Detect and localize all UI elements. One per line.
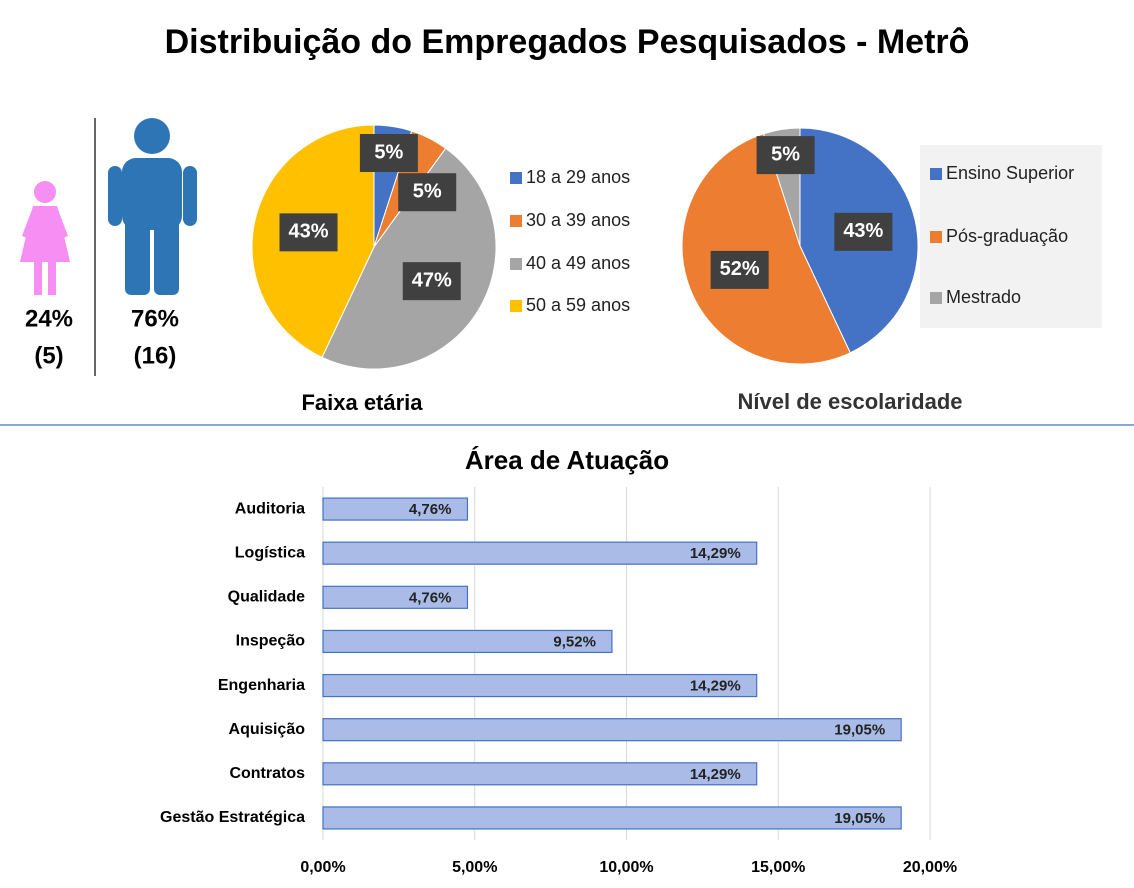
y-tick-label: Logística	[235, 544, 305, 561]
legend-label: 18 a 29 anos	[526, 167, 630, 187]
label-box	[834, 212, 893, 251]
icon-leg	[48, 260, 56, 295]
x-tick-label: 10,00%	[599, 859, 653, 876]
y-tick-label: Auditoria	[235, 500, 305, 517]
y-tick-label: Gestão Estratégica	[160, 809, 305, 826]
data-label: 5%	[771, 143, 800, 165]
bar	[322, 673, 758, 698]
data-label: 5%	[413, 180, 442, 202]
data-label: 4,76%	[409, 589, 452, 606]
data-label: 19,05%	[834, 722, 885, 739]
data-label: 4,76%	[409, 501, 452, 518]
data-label: 14,29%	[690, 766, 741, 783]
data-label: 9,52%	[553, 633, 596, 650]
legend-box	[920, 145, 1102, 328]
person-icon	[108, 118, 197, 295]
data-label: 47%	[412, 269, 452, 291]
percent-label: 76%	[131, 305, 179, 332]
data-label: 43%	[843, 220, 883, 242]
y-tick-label: Engenharia	[218, 677, 305, 694]
chart-title: Faixa etária	[301, 390, 423, 415]
count-label: (5)	[34, 342, 63, 369]
label-box	[359, 134, 418, 173]
x-tick-label: 20,00%	[903, 859, 957, 876]
legend-swatch	[510, 300, 522, 312]
bar	[322, 541, 758, 565]
data-label: 43%	[289, 221, 329, 243]
label-box	[398, 173, 457, 212]
label-box	[710, 250, 769, 289]
legend-swatch	[930, 231, 942, 243]
y-tick-label: Inspeção	[236, 633, 306, 650]
label-box	[756, 136, 815, 175]
legend-swatch	[510, 215, 522, 227]
y-tick-label: Contratos	[229, 765, 305, 782]
legend-label: 30 a 39 anos	[526, 210, 630, 230]
legend-swatch	[510, 172, 522, 184]
x-tick-label: 15,00%	[751, 859, 805, 876]
legend-label: Ensino Superior	[946, 163, 1074, 183]
chart-title: Nível de escolaridade	[738, 389, 963, 414]
data-label: 14,29%	[690, 678, 741, 695]
bar	[322, 806, 902, 830]
icon-arm	[183, 166, 197, 226]
legend-label: Pós-graduação	[946, 226, 1068, 246]
data-label: 52%	[720, 258, 760, 280]
data-label: 14,29%	[690, 545, 741, 562]
bar	[322, 629, 613, 654]
legend-swatch	[510, 258, 522, 270]
bar	[322, 762, 758, 786]
x-tick-label: 0,00%	[300, 859, 345, 876]
person-icon	[20, 181, 70, 295]
count-label: (16)	[134, 342, 177, 369]
main-title: Distribuição do Empregados Pesquisados -…	[165, 23, 970, 61]
icon-arm	[108, 166, 122, 226]
y-tick-label: Aquisição	[229, 721, 306, 738]
legend-swatch	[930, 168, 942, 180]
percent-label: 24%	[25, 305, 73, 332]
label-box	[402, 262, 461, 301]
data-label: 5%	[374, 141, 403, 163]
icon-head	[34, 181, 56, 203]
legend-label: 50 a 59 anos	[526, 295, 630, 315]
data-label: 19,05%	[834, 810, 885, 827]
pie-slice	[681, 133, 851, 365]
icon-leg	[125, 220, 150, 295]
legend-swatch	[930, 292, 942, 304]
bar	[322, 718, 902, 742]
label-box	[279, 213, 338, 252]
chart-title: Área de Atuação	[465, 445, 669, 475]
legend-label: Mestrado	[946, 287, 1021, 307]
y-tick-label: Qualidade	[228, 589, 305, 606]
icon-body	[122, 158, 182, 230]
legend-label: 40 a 49 anos	[526, 253, 630, 273]
icon-arm	[22, 207, 68, 238]
icon-head	[134, 118, 170, 154]
x-tick-label: 5,00%	[452, 859, 497, 876]
bar	[322, 585, 469, 609]
bar	[322, 497, 469, 521]
icon-leg	[34, 260, 42, 295]
icon-leg	[154, 220, 179, 295]
